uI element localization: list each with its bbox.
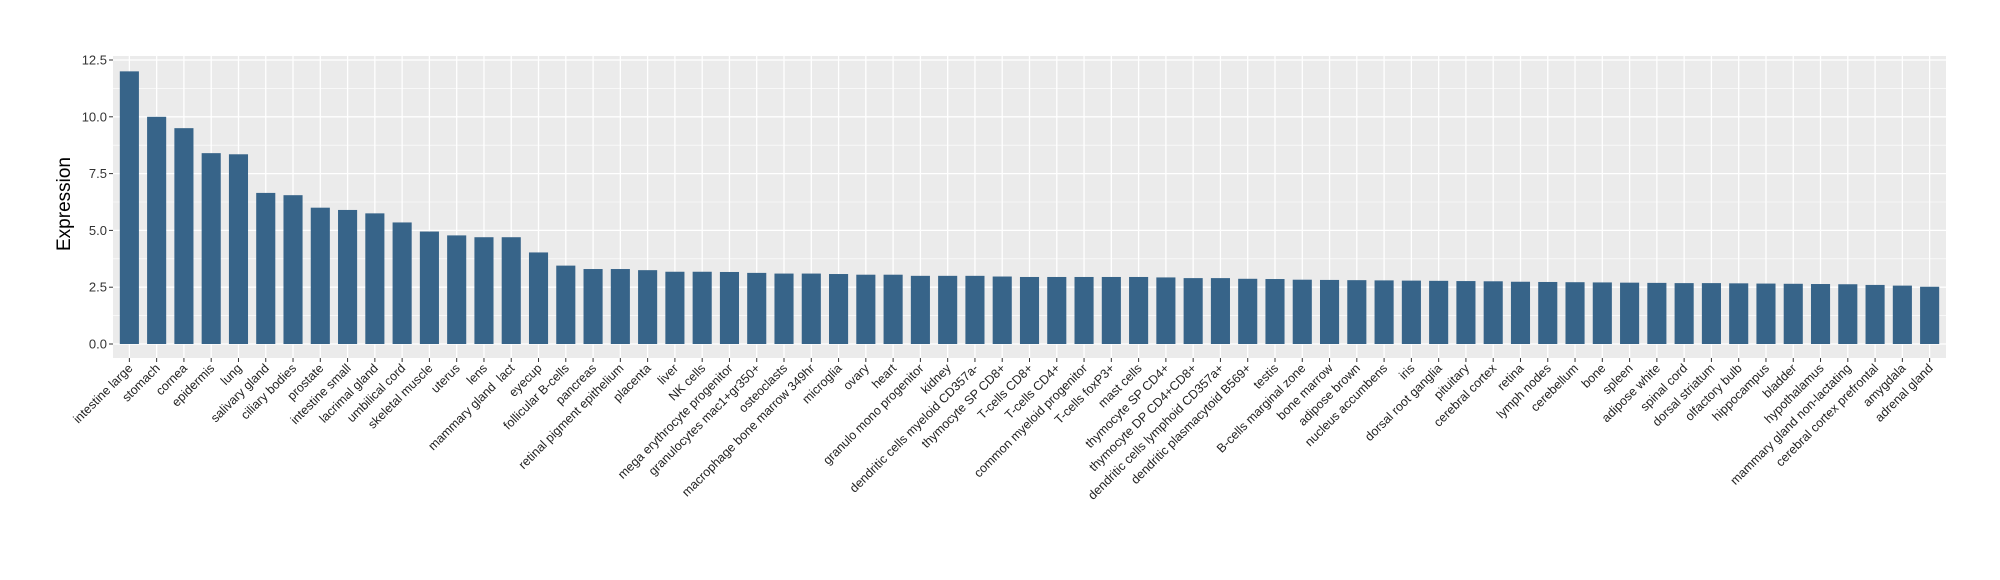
bar (1838, 284, 1858, 344)
bar (119, 71, 139, 345)
y-axis-title: Expression (54, 157, 75, 251)
bar (1865, 284, 1885, 344)
bar (501, 237, 521, 344)
bar (283, 195, 303, 344)
bar (392, 222, 412, 344)
bar (856, 274, 876, 344)
bar (365, 213, 385, 344)
bar (447, 235, 467, 344)
bar (747, 272, 767, 344)
bar (1920, 286, 1940, 344)
bar (147, 116, 167, 344)
y-tick-label: 5.0 (89, 223, 107, 238)
bar (1347, 280, 1367, 344)
bar (1238, 278, 1258, 344)
bar (256, 192, 276, 344)
bar (965, 275, 985, 344)
bar (1374, 280, 1394, 344)
bar (1510, 281, 1531, 344)
bar (910, 275, 930, 344)
bar (638, 270, 658, 344)
bar (310, 207, 330, 344)
bar (583, 269, 603, 344)
y-tick-label: 12.5 (82, 53, 107, 68)
x-tick-label: ovary (840, 361, 872, 393)
bar (1674, 283, 1694, 344)
bar (1292, 279, 1312, 344)
bar (528, 252, 549, 344)
bar (1810, 284, 1831, 344)
y-tick-label: 2.5 (89, 280, 107, 295)
bar (419, 231, 439, 344)
bar (1156, 277, 1176, 344)
bar (556, 265, 576, 344)
y-tick-label: 10.0 (82, 109, 107, 124)
bar (1483, 281, 1503, 344)
bar (474, 237, 494, 344)
bar (1047, 276, 1067, 344)
bar (938, 275, 958, 344)
x-tick-label: uterus (428, 361, 462, 395)
bar (1647, 282, 1667, 344)
bar (201, 153, 221, 344)
bar (1101, 276, 1121, 344)
bar (665, 271, 685, 344)
bar (883, 274, 903, 344)
bar (1783, 283, 1803, 344)
bars (119, 71, 1940, 345)
y-tick-label: 0.0 (89, 337, 107, 352)
bar (692, 271, 712, 344)
bar (1701, 283, 1721, 344)
bar (174, 128, 194, 344)
bar (992, 276, 1012, 344)
bar (1019, 276, 1040, 344)
bar (228, 154, 249, 344)
bar (1756, 283, 1776, 344)
bar (1592, 282, 1612, 344)
bar (1183, 278, 1203, 344)
bar (1401, 280, 1421, 344)
bar (610, 269, 630, 344)
bar (1429, 280, 1449, 344)
y-axis: 0.0 2.5 5.0 7.5 10.0 12.5 (82, 53, 113, 352)
bar (1129, 276, 1149, 344)
bar (774, 273, 794, 344)
bar (1074, 276, 1094, 344)
bar (1456, 281, 1476, 344)
bar (1892, 285, 1912, 344)
bar (719, 271, 740, 344)
bar (829, 274, 849, 344)
y-tick-label: 7.5 (89, 166, 107, 181)
bar (338, 209, 358, 344)
bar (1565, 282, 1585, 344)
bar (1319, 279, 1340, 344)
bar (1538, 281, 1558, 344)
bar (1620, 282, 1640, 344)
bar (801, 273, 821, 344)
x-tick-label: iris (1396, 361, 1417, 382)
bar (1210, 278, 1230, 344)
bar (1265, 279, 1285, 344)
bar (1729, 283, 1749, 344)
